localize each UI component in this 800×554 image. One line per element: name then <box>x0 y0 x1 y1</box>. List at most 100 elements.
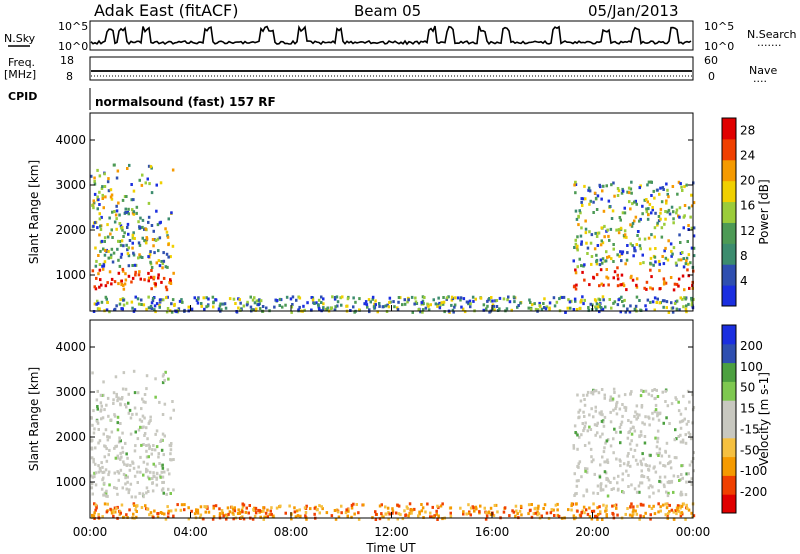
colorbar-frame <box>721 324 737 514</box>
data-cell-883 <box>350 506 354 510</box>
data-cell-477 <box>595 253 598 257</box>
data-cell-327 <box>645 207 648 211</box>
data-cell-515 <box>578 460 582 464</box>
data-cell-373 <box>592 276 596 280</box>
data-cell-213 <box>104 284 108 288</box>
data-cell-1091 <box>368 308 371 312</box>
data-cell-769 <box>485 307 488 311</box>
data-cell-308 <box>579 399 583 403</box>
data-cell-531 <box>643 198 646 202</box>
data-cell-679 <box>628 442 632 446</box>
data-cell-102 <box>157 452 160 456</box>
data-cell-167 <box>164 265 168 269</box>
data-cell-310 <box>649 268 652 272</box>
data-cell-56 <box>117 271 121 275</box>
data-cell-215 <box>161 475 165 479</box>
data-cell-80 <box>112 391 116 395</box>
data-cell-674 <box>669 466 673 470</box>
data-cell-797 <box>344 511 348 515</box>
data-cell-657 <box>680 464 683 468</box>
data-cell-910 <box>450 295 454 299</box>
data-cell-592 <box>687 224 690 227</box>
data-cell-1176 <box>434 302 438 306</box>
data-cell-246 <box>160 280 163 284</box>
data-cell-1046 <box>542 507 545 510</box>
data-cell-816 <box>459 298 462 302</box>
data-cell-582 <box>605 439 609 443</box>
data-cell-1039 <box>317 303 320 307</box>
data-cell-1178 <box>318 511 321 515</box>
data-cell-401 <box>580 264 583 268</box>
data-cell-446 <box>629 392 632 396</box>
freq-label: Freq. <box>8 56 35 69</box>
data-cell-39 <box>114 445 117 449</box>
data-cell-956 <box>454 296 457 300</box>
data-cell-480 <box>681 440 685 444</box>
data-cell-753 <box>108 310 111 314</box>
data-cell-100 <box>114 456 118 460</box>
data-cell-1069 <box>442 296 445 299</box>
data-cell-16 <box>92 201 96 205</box>
data-cell-419 <box>624 262 627 266</box>
data-cell-149 <box>133 237 136 240</box>
data-cell-600 <box>627 460 630 464</box>
data-cell-1125 <box>340 504 343 508</box>
data-cell-382 <box>690 246 694 250</box>
data-cell-753 <box>253 514 257 518</box>
y-tick-label-2: 3000 <box>55 178 86 192</box>
data-cell-972 <box>667 311 671 314</box>
data-cell-1135 <box>239 308 242 312</box>
data-cell-519 <box>654 470 658 474</box>
data-cell-583 <box>635 490 639 494</box>
data-cell-232 <box>157 455 160 459</box>
data-cell-743 <box>313 512 316 516</box>
data-cell-85 <box>153 251 156 255</box>
data-cell-655 <box>692 469 695 473</box>
data-cell-14 <box>93 471 96 475</box>
data-cell-695 <box>421 506 425 510</box>
data-cell-299 <box>683 185 686 189</box>
data-cell-886 <box>552 296 556 300</box>
data-cell-1137 <box>579 514 583 518</box>
data-cell-683 <box>548 301 552 305</box>
data-cell-59 <box>149 262 153 266</box>
data-cell-1014 <box>298 305 301 309</box>
data-cell-676 <box>626 251 629 255</box>
data-cell-746 <box>260 509 263 513</box>
data-cell-82 <box>138 270 141 274</box>
data-cell-1168 <box>537 512 541 516</box>
data-cell-398 <box>665 199 668 203</box>
data-cell-323 <box>582 410 585 414</box>
data-cell-168 <box>118 240 122 243</box>
data-cell-784 <box>265 306 268 310</box>
data-cell-1127 <box>463 310 467 314</box>
data-cell-1051 <box>423 296 426 299</box>
data-cell-580 <box>648 202 652 206</box>
data-cell-999 <box>467 300 470 304</box>
data-cell-486 <box>674 428 677 432</box>
data-cell-259 <box>142 400 145 404</box>
data-cell-409 <box>585 488 588 492</box>
data-cell-217 <box>94 446 97 450</box>
data-cell-117 <box>126 475 129 479</box>
data-cell-1193 <box>459 296 463 300</box>
data-cell-444 <box>689 261 692 265</box>
data-cell-962 <box>226 506 230 510</box>
data-cell-385 <box>605 275 608 279</box>
data-cell-875 <box>245 506 248 510</box>
data-cell-421 <box>692 246 696 250</box>
data-cell-410 <box>642 457 645 461</box>
data-cell-715 <box>574 299 577 303</box>
data-cell-232 <box>158 236 162 240</box>
data-cell-772 <box>134 295 137 299</box>
data-cell-900 <box>545 305 549 309</box>
data-cell-721 <box>650 507 654 510</box>
data-cell-748 <box>234 302 237 305</box>
data-cell-336 <box>633 448 637 452</box>
data-cell-1093 <box>437 296 440 300</box>
data-cell-1037 <box>378 517 382 521</box>
data-cell-428 <box>582 494 585 498</box>
data-cell-858 <box>558 297 561 301</box>
data-cell-91 <box>92 199 95 203</box>
data-cell-874 <box>490 296 493 299</box>
